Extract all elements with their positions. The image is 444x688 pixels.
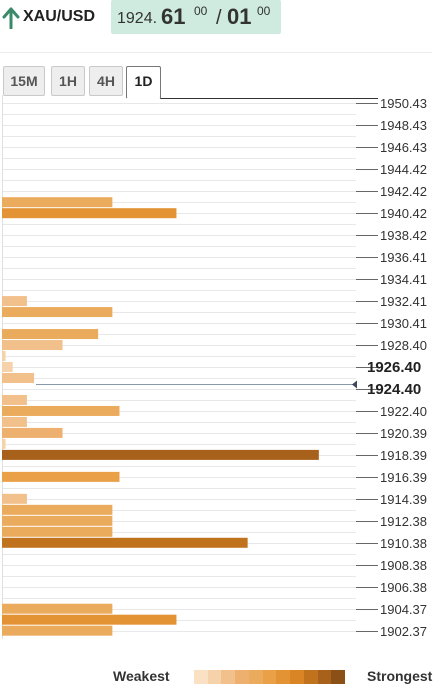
confluence-bar	[2, 340, 63, 351]
y-tick-label: 1918.39	[380, 448, 427, 463]
y-tick-label: 1910.38	[380, 536, 427, 551]
up-arrow-icon	[2, 7, 20, 29]
confluence-bar	[2, 405, 120, 416]
header-divider	[0, 52, 432, 53]
y-tick-label: 1934.41	[380, 272, 427, 287]
y-tick-label: 1916.39	[380, 470, 427, 485]
symbol-label: XAU/USD	[23, 8, 96, 25]
y-tick-label: 1942.42	[380, 184, 427, 199]
y-tick-label: 1950.43	[380, 96, 427, 111]
y-tick-label: 1926.40	[367, 359, 421, 376]
legend: Weakest Strongest	[0, 664, 444, 688]
tabs-baseline	[160, 98, 378, 99]
y-tick-label: 1924.40	[367, 381, 421, 398]
confluence-bar	[2, 493, 27, 504]
legend-swatch	[262, 670, 277, 684]
confluence-bar	[2, 197, 113, 208]
confluence-bar	[2, 449, 319, 460]
price-box: 1924. 61 00 / 01 00	[111, 0, 281, 34]
y-tick-label: 1938.42	[380, 228, 427, 243]
confluence-bar	[2, 526, 113, 537]
legend-swatch	[248, 670, 263, 684]
confluence-bar	[2, 504, 113, 515]
y-tick-label: 1928.40	[380, 338, 427, 353]
legend-swatch	[331, 670, 346, 684]
y-tick-label: 1914.39	[380, 492, 427, 507]
y-tick-label: 1922.40	[380, 404, 427, 419]
legend-swatch	[276, 670, 291, 684]
price-main: 61	[161, 4, 186, 29]
confluence-bar	[2, 351, 6, 362]
legend-swatch	[194, 670, 208, 684]
confluence-bar	[2, 625, 113, 636]
confluence-bar	[2, 416, 27, 427]
price-slash: /	[216, 7, 222, 29]
legend-swatch	[221, 670, 236, 684]
y-tick-label: 1940.42	[380, 206, 427, 221]
legend-strongest-label: Strongest	[367, 668, 433, 684]
legend-swatch	[290, 670, 304, 684]
y-tick-label: 1944.42	[380, 162, 427, 177]
price-mid: 01	[227, 4, 252, 29]
confluence-bar	[2, 537, 248, 548]
confluence-bar	[2, 471, 120, 482]
confluence-bar	[2, 362, 13, 372]
confluence-chart: 1950.43 1948.43 1946.43 1944.42 1942.42 1940.…	[2, 95, 427, 639]
price-superscript-1: 00	[194, 4, 208, 18]
axis-layer: 1950.43 1948.43 1946.43 1944.42 1942.42 1940.…	[36, 96, 427, 639]
legend-swatch	[317, 670, 332, 684]
tab-1d[interactable]: 1D	[126, 66, 161, 99]
y-tick-label: 1906.38	[380, 580, 427, 595]
y-tick-label: 1908.38	[380, 558, 427, 573]
bar-layer	[2, 197, 319, 636]
confluence-bar	[2, 515, 113, 526]
y-tick-label: 1936.41	[380, 250, 427, 265]
confluence-bar	[2, 307, 113, 318]
y-tick-label: 1932.41	[380, 294, 427, 309]
y-tick-label: 1902.37	[380, 624, 427, 639]
tab-4h[interactable]: 4H	[89, 66, 123, 96]
legend-swatch	[303, 670, 318, 684]
confluence-bar	[2, 438, 6, 449]
confluence-bar	[2, 614, 177, 625]
legend-color-scale	[194, 670, 346, 684]
y-tick-label: 1904.37	[380, 602, 427, 617]
legend-weakest-label: Weakest	[113, 668, 170, 684]
legend-swatch	[235, 670, 249, 684]
confluence-bar	[2, 394, 27, 405]
tab-15m[interactable]: 15M	[3, 66, 45, 96]
grid-layer	[2, 95, 356, 639]
confluence-bar	[2, 329, 99, 340]
tab-1h[interactable]: 1H	[51, 66, 85, 96]
confluence-bar	[2, 296, 27, 307]
header: XAU/USD 1924. 61 00 / 01 00	[0, 0, 444, 40]
confluence-bar	[2, 603, 113, 614]
confluence-bar	[2, 372, 35, 383]
confluence-bar	[2, 427, 63, 438]
y-tick-label: 1930.41	[380, 316, 427, 331]
y-tick-label: 1920.39	[380, 426, 427, 441]
current-price-marker	[352, 380, 357, 389]
price-superscript-2: 00	[257, 4, 271, 18]
price-base: 1924.	[117, 10, 158, 27]
legend-swatch	[207, 670, 222, 684]
confluence-bar	[2, 208, 177, 219]
y-tick-label: 1912.38	[380, 514, 427, 529]
y-tick-label: 1946.43	[380, 140, 427, 155]
y-tick-label: 1948.43	[380, 118, 427, 133]
